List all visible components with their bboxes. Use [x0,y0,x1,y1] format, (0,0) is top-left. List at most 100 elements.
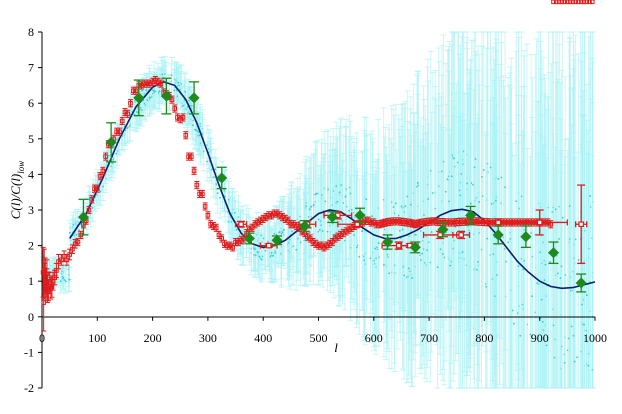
noise-point [537,334,540,337]
red-point [200,191,205,197]
y-tick-label: 5 [28,132,34,146]
noise-point [139,106,142,109]
noise-point [545,344,548,347]
noise-point [589,195,591,197]
red-point [432,219,437,224]
x-tick-label: 200 [144,331,162,345]
y-tick-label: 7 [28,61,34,75]
noise-point [509,238,512,240]
red-point [559,0,565,5]
noise-point [374,247,377,250]
green-point [492,229,504,241]
noise-point [560,265,563,268]
green-point [409,241,421,253]
noise-point [365,198,368,201]
noise-point [91,206,94,209]
noise-point [511,309,514,312]
noise-point [486,237,489,240]
red-point [393,219,399,224]
y-ticks: -2 -1 0 1 2 3 4 5 6 7 8 [24,25,42,395]
red-point [377,221,382,227]
noise-point [398,229,401,232]
red-point [144,81,150,86]
noise-point [587,364,590,367]
x-tick-label: 1000 [583,331,607,345]
noise-point [316,192,319,195]
noise-point [369,257,372,260]
red-point [266,213,272,218]
red-point [133,88,139,94]
red-point [158,81,164,86]
noise-point [430,231,433,233]
x-tick-label: 600 [365,331,383,345]
noise-point [146,99,149,102]
x-tick-label: 700 [420,331,438,345]
red-point [565,0,570,5]
noise-point [394,202,397,205]
noise-point [99,190,102,193]
noise-point [388,272,391,275]
noise-point [297,237,299,240]
noise-point [177,81,180,84]
noise-point [299,241,302,244]
x-tick-label: 100 [88,331,106,345]
noise-point [523,260,526,262]
noise-point [308,208,311,211]
noise-point [460,173,463,175]
red-point [233,239,238,245]
red-point [385,219,390,225]
noise-point [494,199,497,202]
red-point [418,220,424,226]
noise-point [449,264,452,267]
noise-point [536,282,539,285]
noise-point [128,125,131,128]
noise-point [141,89,144,92]
noise-point [338,191,341,194]
noise-point [446,178,449,181]
red-point [213,225,219,231]
noise-point [450,175,453,178]
noise-point [321,230,324,232]
noise-point [544,263,547,266]
noise-point [515,200,518,203]
noise-point [539,251,541,254]
noise-point [350,208,353,211]
red-point [553,0,559,5]
green-point [160,90,172,102]
green-point [437,224,449,236]
noise-point [403,274,405,277]
red-point [271,211,277,216]
green-point [299,220,311,232]
noise-point [102,185,104,188]
noise-point [453,157,455,160]
noise-point [497,178,500,180]
red-point [67,252,72,257]
red-point [95,186,100,191]
noise-point [175,89,178,92]
noise-point [134,99,136,102]
y-tick-label: 1 [28,274,34,288]
red-point [142,81,147,86]
red-binned-point [458,232,464,238]
noise-point [170,74,173,77]
noise-point [401,228,404,231]
noise-point [113,145,115,148]
red-point [202,204,208,209]
noise-point [188,99,191,102]
noise-point [481,175,483,178]
noise-point [262,237,265,240]
red-point [75,239,81,245]
noise-point [577,259,580,261]
noise-point [62,277,65,279]
red-point [412,221,418,227]
noise-point [568,205,571,207]
noise-point [421,252,424,255]
red-point [573,0,578,5]
y-axis-label-sub: low [16,161,26,174]
noise-point [336,200,339,203]
green-point [77,211,90,223]
noise-point [324,200,327,203]
noise-point [233,211,236,214]
noise-point [278,231,281,233]
noise-point [404,205,407,207]
